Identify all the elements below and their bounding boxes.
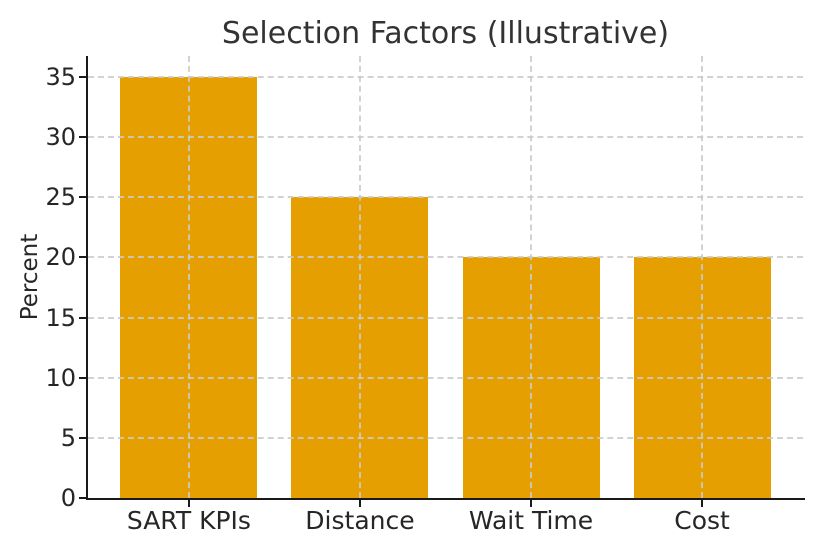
h-gridline — [88, 376, 803, 379]
y-axis-spine — [86, 56, 88, 500]
x-axis-spine — [86, 498, 805, 500]
y-tick-label: 30 — [45, 123, 76, 152]
h-gridline — [88, 76, 803, 79]
x-tick-mark — [358, 500, 361, 507]
y-tick-label: 10 — [45, 363, 76, 392]
plot-area — [88, 56, 803, 498]
v-gridline — [187, 56, 190, 498]
y-tick-label: 5 — [60, 423, 76, 452]
x-tick-mark — [187, 500, 190, 507]
chart-title: Selection Factors (Illustrative) — [221, 16, 670, 51]
y-tick-mark — [79, 136, 86, 139]
y-tick-mark — [79, 316, 86, 319]
h-gridline — [88, 436, 803, 439]
h-gridline — [88, 196, 803, 199]
h-gridline — [88, 316, 803, 319]
y-tick-mark — [79, 76, 86, 79]
v-gridline — [530, 56, 533, 498]
y-tick-mark — [79, 376, 86, 379]
h-gridline — [88, 136, 803, 139]
y-tick-mark — [79, 436, 86, 439]
x-tick-label: Cost — [674, 506, 730, 535]
y-tick-label: 35 — [45, 63, 76, 92]
x-tick-label: Distance — [305, 506, 415, 535]
y-tick-mark — [79, 256, 86, 259]
y-tick-mark — [79, 196, 86, 199]
x-tick-label: SART KPIs — [126, 506, 251, 535]
x-tick-label: Wait Time — [468, 506, 594, 535]
h-gridline — [88, 256, 803, 259]
y-tick-mark — [79, 497, 86, 499]
y-tick-label: 15 — [45, 303, 76, 332]
v-gridline — [701, 56, 704, 498]
v-gridline — [358, 56, 361, 498]
x-tick-mark — [530, 500, 533, 507]
x-tick-mark — [701, 500, 704, 507]
y-tick-label: 20 — [45, 243, 76, 272]
y-tick-label: 25 — [45, 183, 76, 212]
y-tick-label: 0 — [60, 484, 76, 512]
